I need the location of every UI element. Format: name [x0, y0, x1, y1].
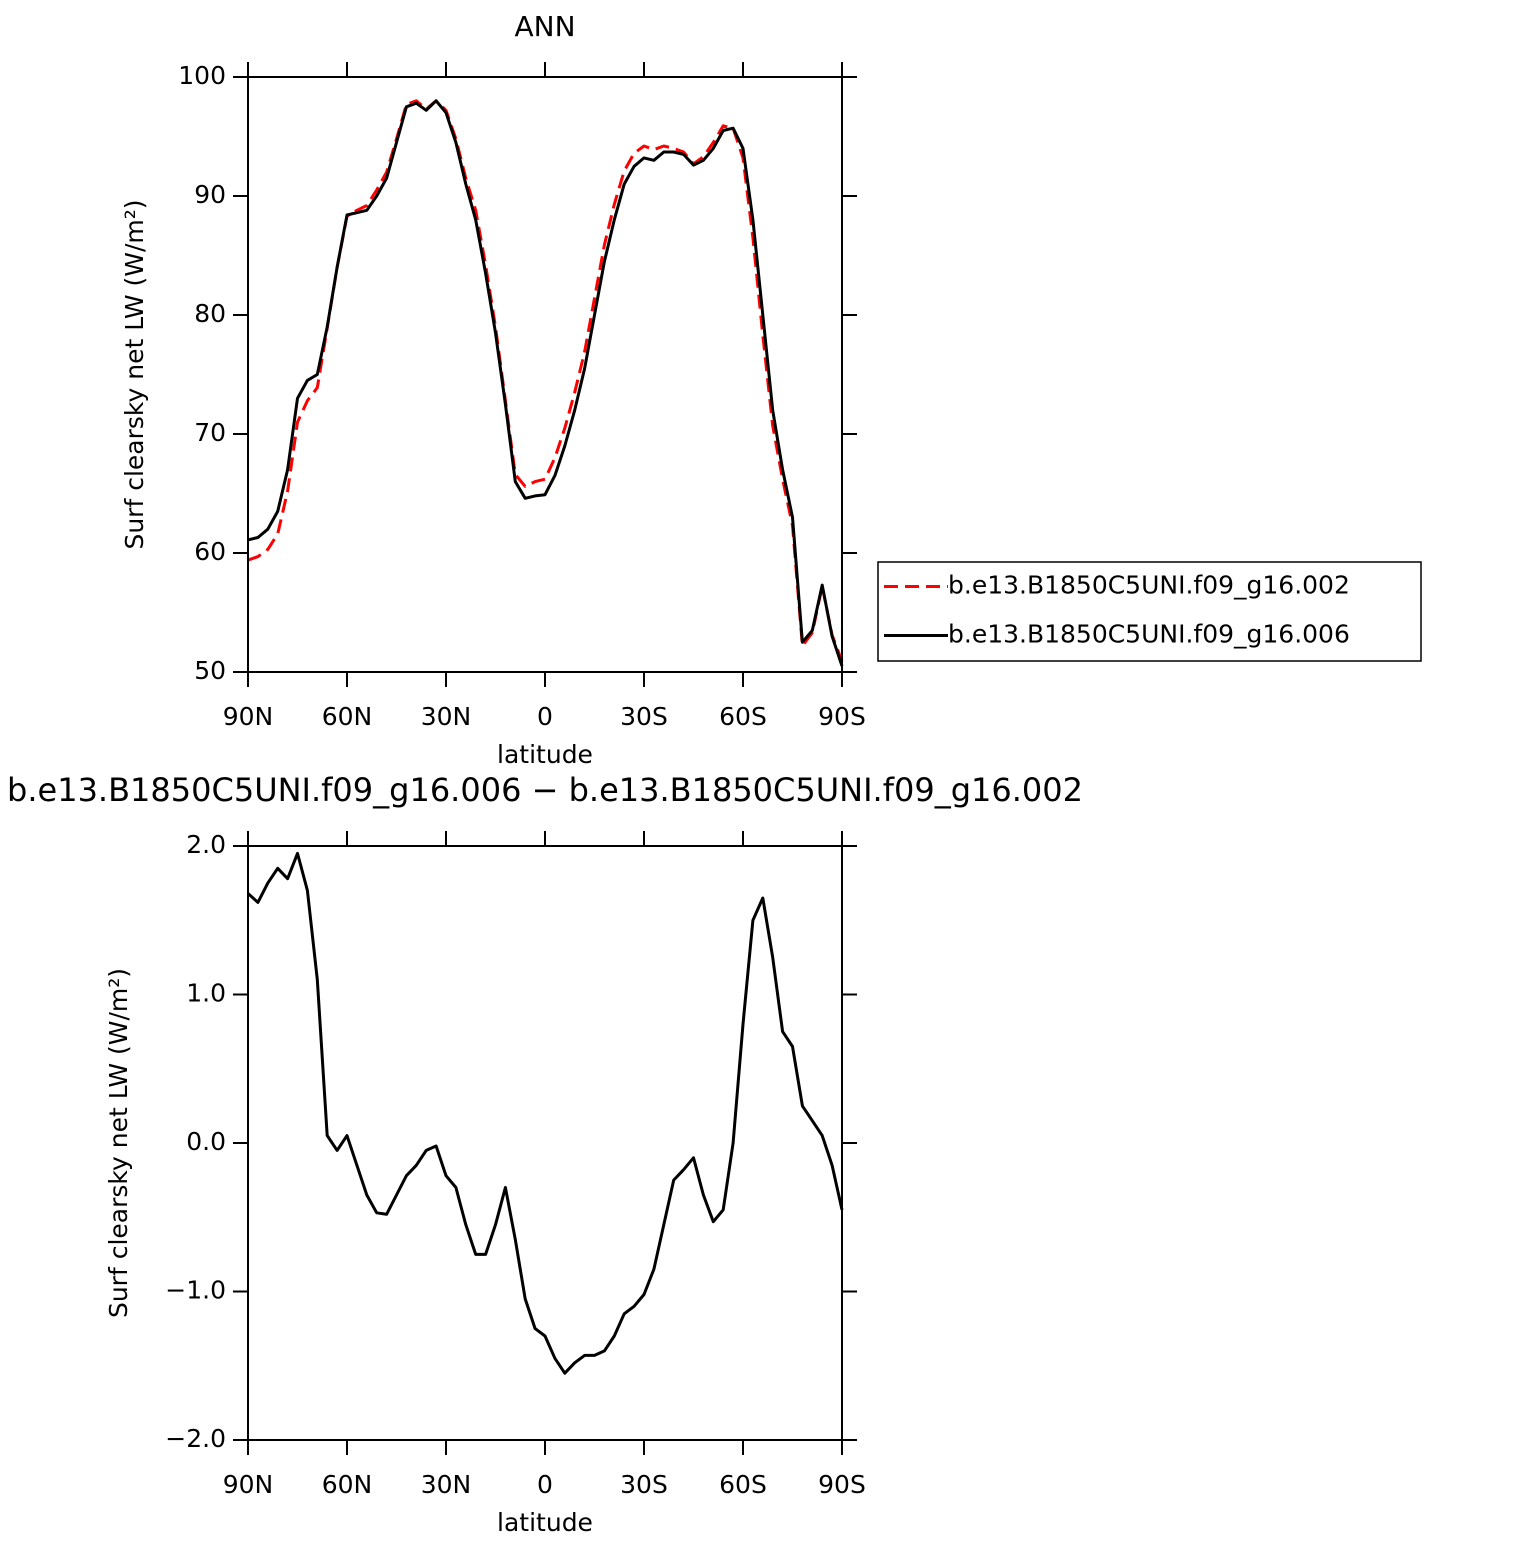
- y-axis-label: Surf clearsky net LW (W/m²): [104, 968, 133, 1318]
- legend-label: b.e13.B1850C5UNI.f09_g16.002: [948, 571, 1350, 600]
- y-tick-label: 2.0: [186, 830, 226, 859]
- legend-label: b.e13.B1850C5UNI.f09_g16.006: [948, 620, 1350, 649]
- x-tick-label: 0: [537, 702, 553, 731]
- plot-frame: [247, 845, 843, 1441]
- y-tick-label: 100: [178, 61, 226, 90]
- x-tick-label: 60S: [719, 702, 767, 731]
- y-tick-label: 70: [194, 418, 226, 447]
- x-tick-label: 90S: [818, 702, 866, 731]
- x-tick-label: 60N: [322, 702, 373, 731]
- plot-frame: [247, 76, 843, 673]
- y-tick-label: 90: [194, 180, 226, 209]
- y-tick-label: 60: [194, 537, 226, 566]
- x-tick-label: 60S: [719, 1470, 767, 1499]
- y-tick-label: 1.0: [186, 979, 226, 1008]
- x-axis-label: latitude: [497, 1508, 593, 1537]
- data-line: [246, 851, 844, 1375]
- y-tick-label: 80: [194, 299, 226, 328]
- x-tick-label: 90N: [223, 702, 274, 731]
- x-tick-label: 60N: [322, 1470, 373, 1499]
- x-axis-label: latitude: [497, 740, 593, 769]
- legend-box: [877, 561, 1422, 662]
- x-tick-label: 30S: [620, 702, 668, 731]
- data-line: [247, 99, 844, 667]
- y-tick-label: −2.0: [165, 1424, 226, 1453]
- y-tick-label: 0.0: [186, 1127, 226, 1156]
- data-line: [247, 99, 844, 662]
- y-tick-label: 50: [194, 656, 226, 685]
- y-tick-label: −1.0: [165, 1276, 226, 1305]
- x-tick-label: 30S: [620, 1470, 668, 1499]
- x-tick-label: 30N: [421, 702, 472, 731]
- chart-title: b.e13.B1850C5UNI.f09_g16.006 − b.e13.B18…: [7, 771, 1083, 809]
- x-tick-label: 0: [537, 1470, 553, 1499]
- chart-title: ANN: [514, 10, 575, 43]
- x-tick-label: 30N: [421, 1470, 472, 1499]
- x-tick-label: 90N: [223, 1470, 274, 1499]
- y-axis-label: Surf clearsky net LW (W/m²): [120, 199, 149, 549]
- x-tick-label: 90S: [818, 1470, 866, 1499]
